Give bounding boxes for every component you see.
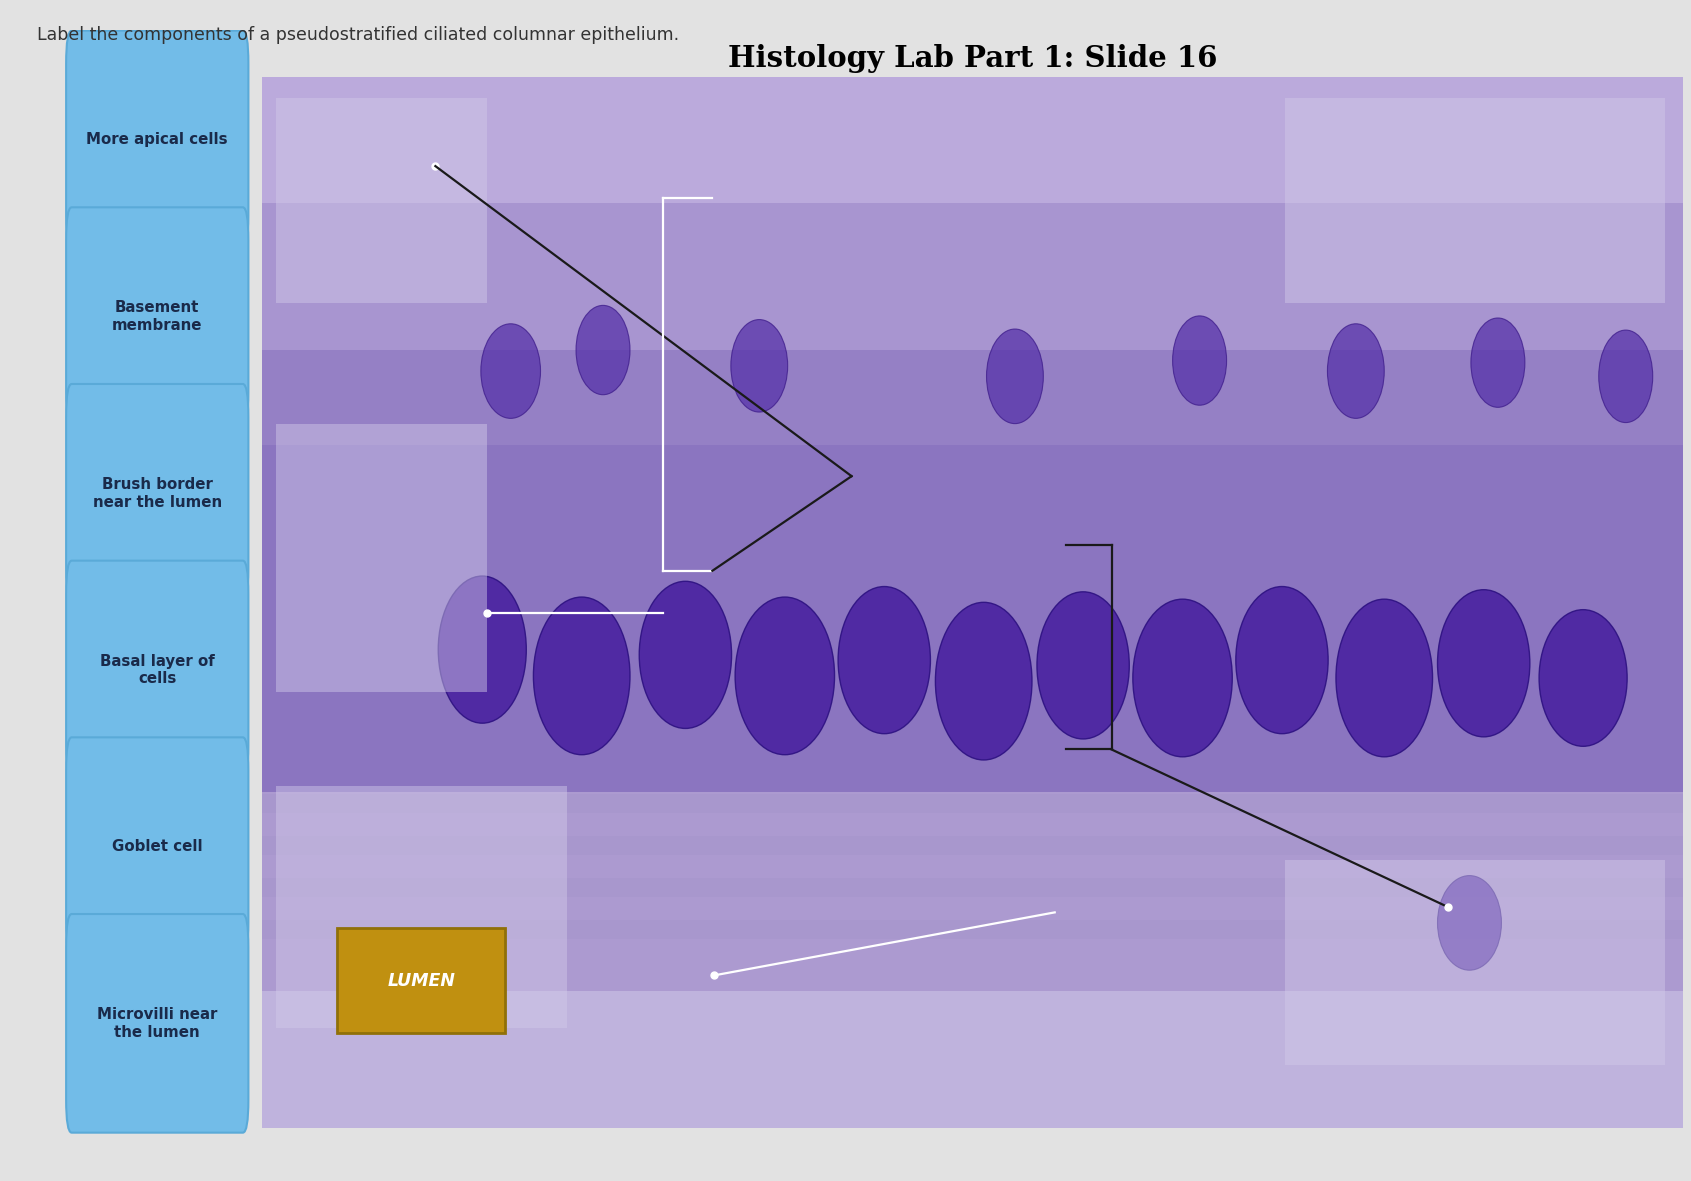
Bar [262, 877, 1683, 896]
Bar [262, 794, 1683, 813]
Bar [262, 791, 1683, 1128]
Ellipse shape [1437, 589, 1530, 737]
Ellipse shape [639, 581, 732, 729]
Text: Goblet cell: Goblet cell [112, 840, 203, 854]
Ellipse shape [839, 587, 930, 733]
FancyBboxPatch shape [66, 384, 249, 602]
Ellipse shape [1133, 599, 1233, 757]
FancyBboxPatch shape [66, 737, 249, 955]
FancyBboxPatch shape [66, 208, 249, 426]
Ellipse shape [1336, 599, 1432, 757]
FancyBboxPatch shape [66, 561, 249, 779]
Ellipse shape [935, 602, 1032, 761]
Ellipse shape [1471, 318, 1525, 407]
Ellipse shape [533, 598, 631, 755]
Bar [276, 98, 487, 302]
Ellipse shape [1539, 609, 1627, 746]
FancyBboxPatch shape [66, 31, 249, 249]
Ellipse shape [577, 306, 631, 394]
Ellipse shape [480, 324, 541, 418]
Text: Brush border
near the lumen: Brush border near the lumen [93, 477, 222, 509]
Bar [1285, 98, 1666, 302]
Ellipse shape [986, 329, 1043, 424]
Ellipse shape [1327, 324, 1385, 418]
Text: Basement
membrane: Basement membrane [112, 300, 203, 333]
Ellipse shape [1598, 329, 1652, 423]
Bar [262, 836, 1683, 855]
FancyBboxPatch shape [338, 928, 506, 1033]
Bar [276, 787, 568, 1027]
Ellipse shape [1236, 587, 1327, 733]
Text: Microvilli near
the lumen: Microvilli near the lumen [96, 1007, 218, 1039]
Text: Histology Lab Part 1: Slide 16: Histology Lab Part 1: Slide 16 [727, 44, 1218, 73]
Bar [262, 920, 1683, 939]
Text: Label the components of a pseudostratified ciliated columnar epithelium.: Label the components of a pseudostratifi… [37, 26, 680, 44]
Ellipse shape [1172, 315, 1226, 405]
Bar [262, 350, 1683, 791]
Bar [1285, 860, 1666, 1065]
Bar [262, 77, 1683, 203]
Ellipse shape [736, 598, 835, 755]
Bar [262, 77, 1683, 444]
Ellipse shape [1037, 592, 1130, 739]
Bar [276, 424, 487, 692]
Text: More apical cells: More apical cells [86, 132, 228, 148]
Ellipse shape [438, 576, 526, 723]
Text: Basal layer of
cells: Basal layer of cells [100, 654, 215, 686]
Ellipse shape [731, 320, 788, 412]
Ellipse shape [1437, 875, 1502, 971]
Bar [262, 991, 1683, 1128]
Text: LUMEN: LUMEN [387, 972, 455, 990]
FancyBboxPatch shape [66, 914, 249, 1133]
